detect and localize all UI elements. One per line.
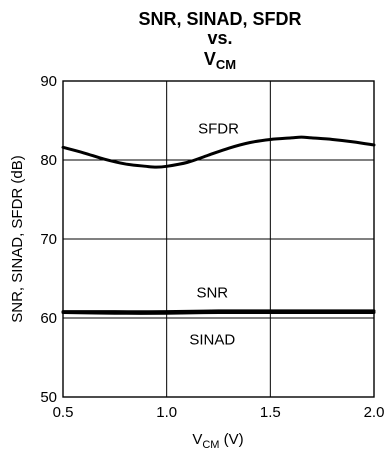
x-tick-label: 1.5 [260, 404, 281, 421]
y-axis-label: SNR, SINAD, SFDR (dB) [9, 155, 26, 323]
x-tick-label: 0.5 [53, 404, 74, 421]
x-tick-labels: 0.5 1.0 1.5 2.0 [53, 404, 385, 421]
y-tick-label: 50 [40, 389, 57, 406]
series-label-sfdr: SFDR [198, 120, 239, 137]
y-tick-label: 70 [40, 231, 57, 248]
series-label-snr: SNR [196, 285, 228, 302]
series-line-sinad [61, 310, 376, 315]
y-tick-label: 60 [40, 310, 57, 327]
series-line-sfdr [61, 135, 376, 169]
x-tick-label: 2.0 [364, 404, 385, 421]
x-axis-label: VCM (V) [192, 431, 243, 451]
series-line-snr [61, 309, 376, 314]
chart-title-variable: VCM [204, 49, 236, 72]
x-tick-label: 1.0 [156, 404, 177, 421]
y-tick-label: 90 [40, 73, 57, 90]
chart-title-line-2: vs. [207, 28, 232, 48]
y-tick-labels: 50 60 70 80 90 [40, 73, 57, 406]
series-group [61, 135, 376, 315]
series-labels: SFDR SNR SINAD [189, 120, 239, 348]
y-tick-label: 80 [40, 152, 57, 169]
plot-frame [62, 80, 375, 398]
chart-title-line-1: SNR, SINAD, SFDR [138, 9, 301, 29]
series-label-sinad: SINAD [189, 331, 235, 348]
